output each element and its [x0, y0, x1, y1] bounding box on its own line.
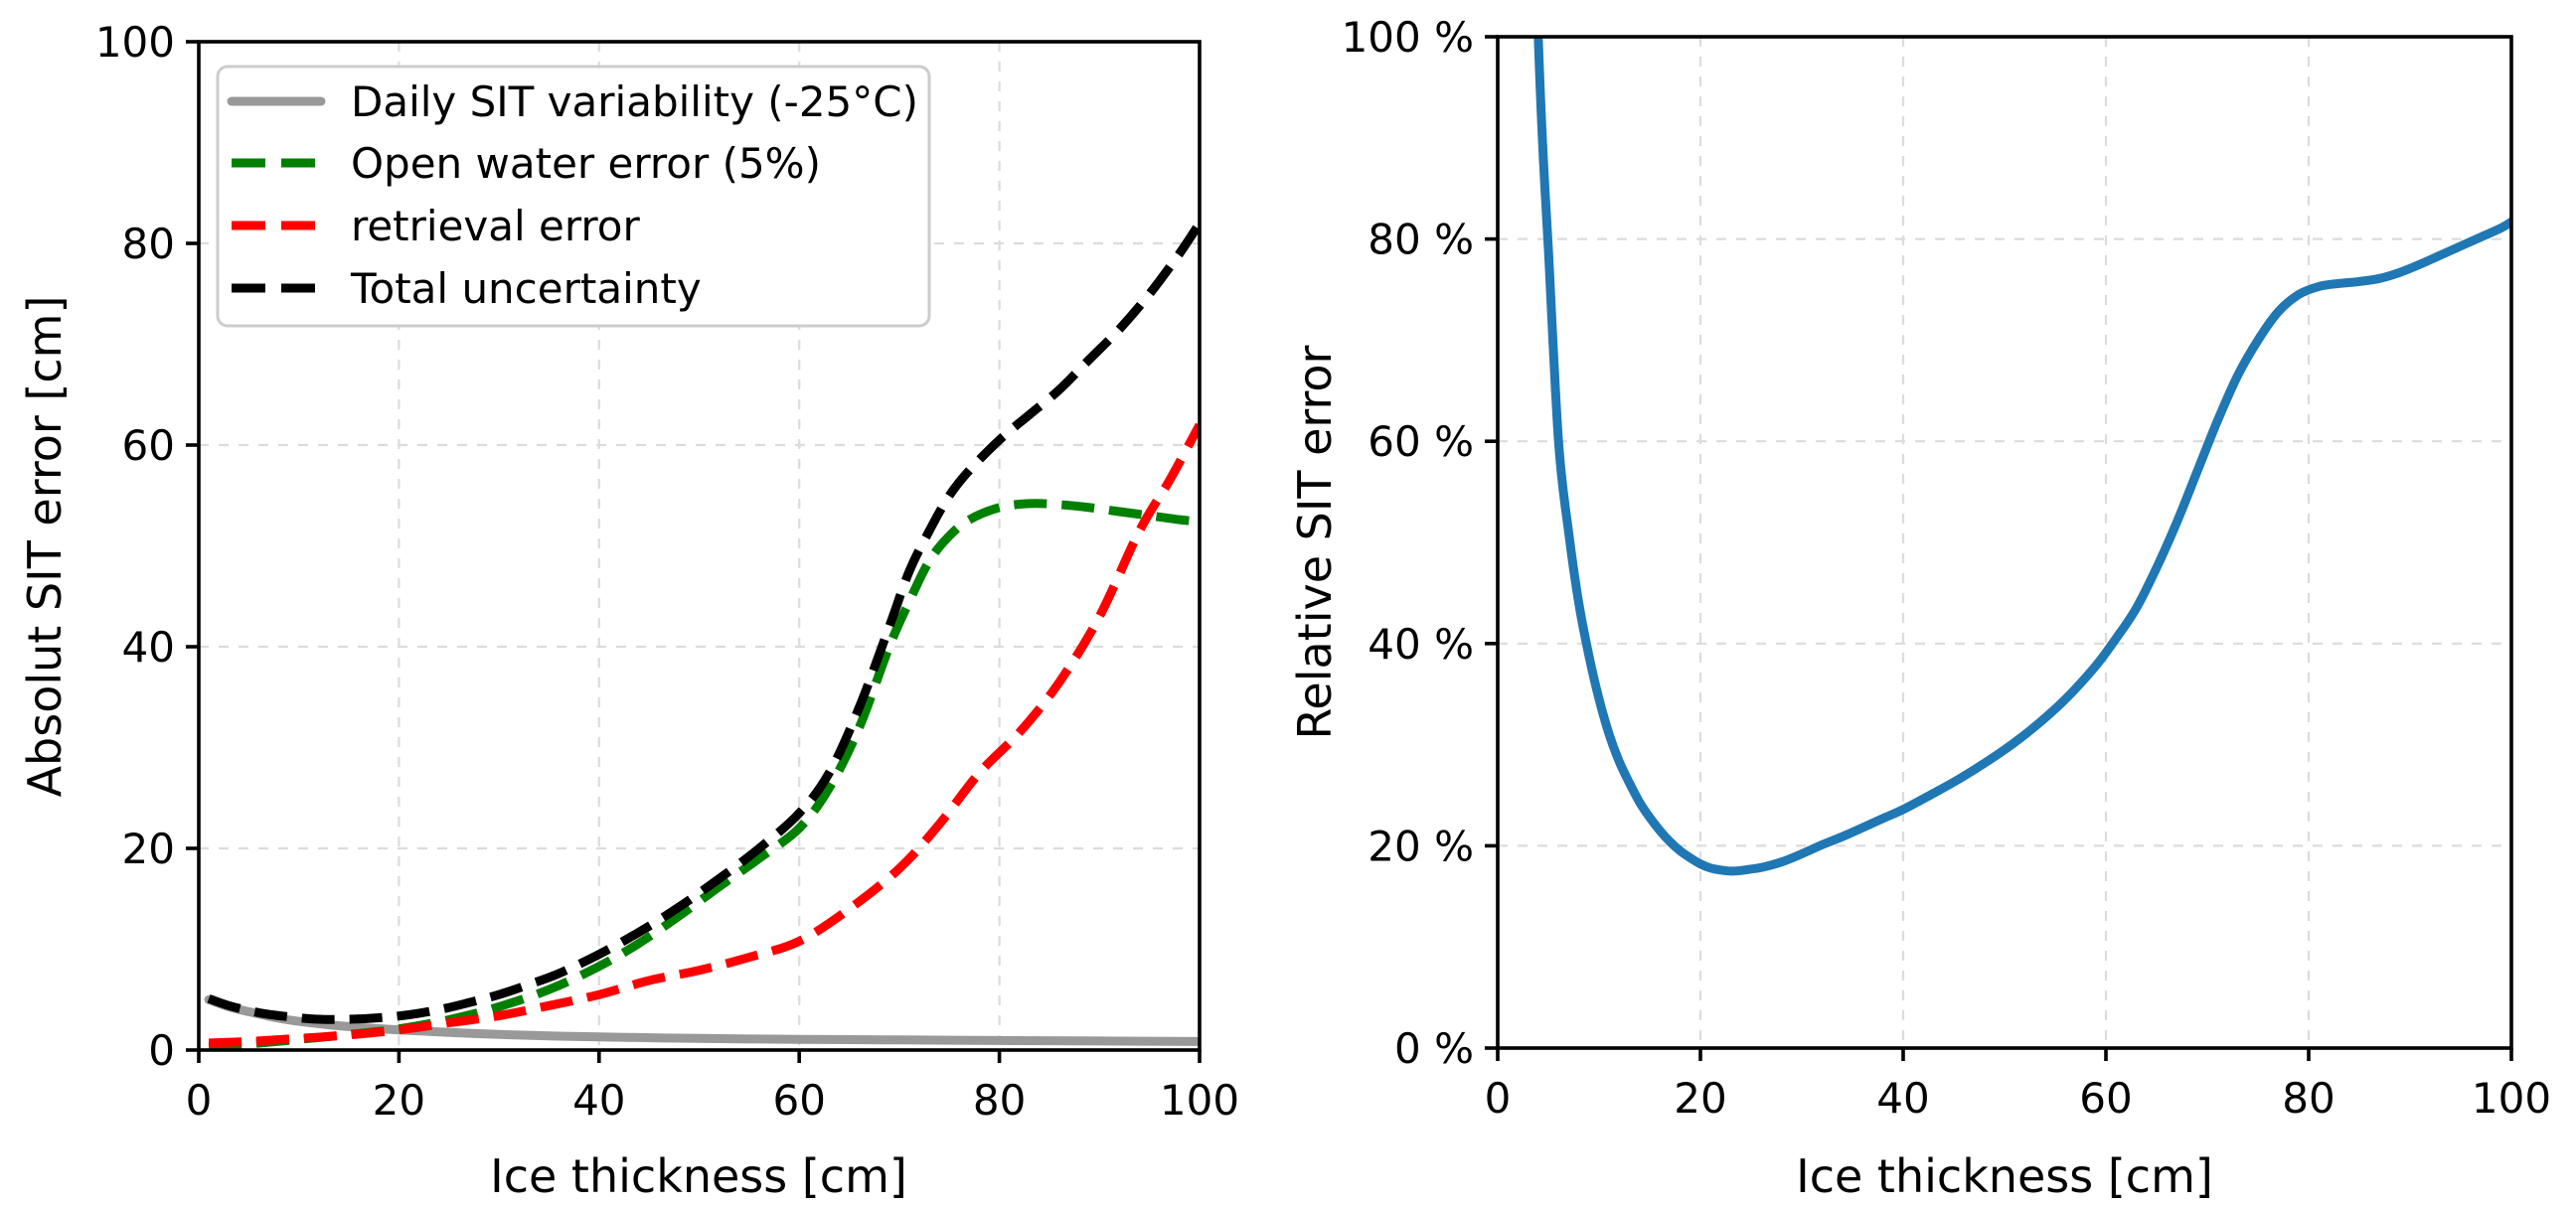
x-tick-label: 0	[186, 1076, 213, 1125]
right-panel-relative-sit-error: 0 20 40 60 80 100 0 % 20 % 40 % 60 % 80 % 100 %	[1342, 13, 2552, 1123]
right-y-axis-label: Relative SIT error	[1288, 345, 1342, 739]
y-tick-label: 20 %	[1368, 822, 1474, 870]
left-panel-absolute-sit-error: 0 20 40 60 80 100 0 20 40 60 80 100	[95, 18, 1239, 1125]
series-line-retrieval-error	[208, 422, 1200, 1048]
legend-label-daily-sit-variability: Daily SIT variability (-25°C)	[351, 77, 918, 126]
y-tick-label: 100	[95, 18, 175, 67]
legend-label-retrieval-error: retrieval error	[351, 202, 640, 250]
y-tick-label: 60	[122, 421, 175, 470]
left-x-axis-label: Ice thickness [cm]	[490, 1149, 907, 1203]
y-tick-label: 0 %	[1394, 1024, 1474, 1073]
series-line-open-water-error-5	[208, 499, 1200, 1050]
legend-box	[216, 65, 931, 328]
x-tick-label: 60	[772, 1076, 825, 1125]
y-tick-label: 80	[122, 220, 175, 268]
x-tick-label: 100	[1160, 1076, 1239, 1125]
x-tick-label: 20	[1674, 1074, 1726, 1123]
y-tick-label: 0	[148, 1026, 175, 1075]
axes-spines	[197, 40, 1202, 1052]
y-tick-label: 40	[122, 623, 175, 672]
x-tick-label: 100	[2472, 1074, 2551, 1123]
right-x-axis-label: Ice thickness [cm]	[1796, 1149, 2213, 1203]
y-tick-label: 60 %	[1368, 417, 1474, 466]
series-layer	[1533, 37, 2511, 876]
x-tick-label: 40	[572, 1076, 625, 1125]
left-y-axis-label: Absolut SIT error [cm]	[18, 296, 72, 798]
x-tick-label: 20	[373, 1076, 425, 1125]
x-tick-label: 80	[2282, 1074, 2334, 1123]
x-tick-label: 0	[1485, 1074, 1512, 1123]
series-line-total-uncertainty	[207, 221, 1200, 1024]
x-tick-label: 80	[973, 1076, 1026, 1125]
series-layer	[204, 221, 1200, 1050]
x-tick-label: 40	[1876, 1074, 1929, 1123]
y-tick-label: 100 %	[1342, 13, 1474, 62]
x-tick-label: 60	[2079, 1074, 2132, 1123]
series-line-relative-sit-error	[1533, 37, 2511, 876]
y-tick-label: 20	[122, 825, 175, 873]
y-tick-label: 40 %	[1368, 620, 1474, 669]
legend-label-open-water-error: Open water error (5%)	[351, 139, 821, 188]
axes-spines	[1496, 35, 2513, 1050]
y-tick-label: 80 %	[1368, 216, 1474, 264]
legend-label-total-uncertainty: Total uncertainty	[350, 264, 702, 313]
